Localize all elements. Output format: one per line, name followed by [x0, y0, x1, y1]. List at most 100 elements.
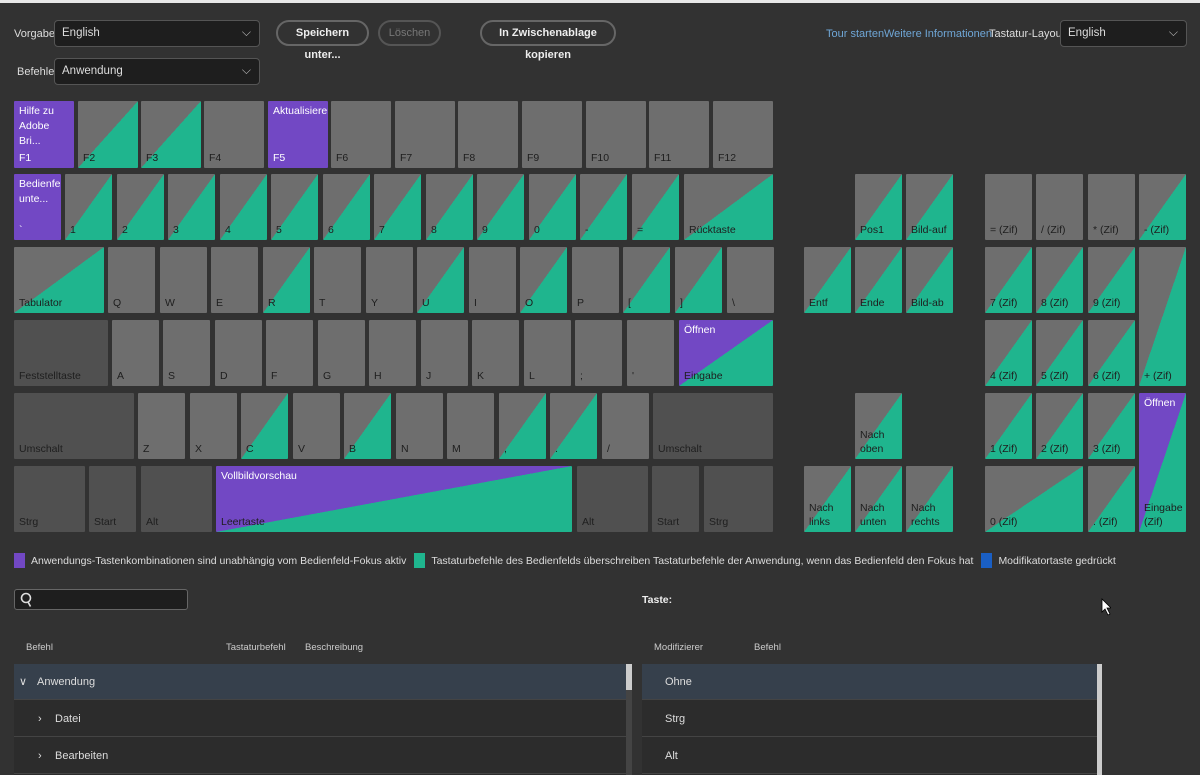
- key-f2[interactable]: F2: [78, 101, 138, 168]
- key-k[interactable]: K: [472, 320, 519, 386]
- key-f8[interactable]: F8: [458, 101, 518, 168]
- key-alt[interactable]: Alt: [577, 466, 648, 532]
- modifier-scrollbar[interactable]: [1097, 664, 1102, 775]
- chevron-down-icon[interactable]: ∨: [19, 676, 28, 688]
- more-info-link[interactable]: Weitere Informationen: [884, 28, 993, 40]
- key-[interactable]: ,: [499, 393, 546, 459]
- key-d[interactable]: D: [215, 320, 262, 386]
- key-y[interactable]: Y: [366, 247, 413, 313]
- key-x[interactable]: X: [190, 393, 237, 459]
- key-i[interactable]: I: [469, 247, 516, 313]
- key-strg[interactable]: Strg: [14, 466, 85, 532]
- preset-select[interactable]: English ⌵: [54, 20, 260, 47]
- key-r[interactable]: R: [263, 247, 310, 313]
- key-3-zif[interactable]: 3 (Zif): [1088, 393, 1135, 459]
- key-[interactable]: \: [727, 247, 774, 313]
- scrollbar-thumb[interactable]: [626, 664, 632, 690]
- keyboard-layout-select[interactable]: English ⌵: [1060, 20, 1187, 47]
- modifier-row-ohne[interactable]: Ohne: [642, 664, 1097, 700]
- key-f1[interactable]: Hilfe zu Adobe Bri... F1: [14, 101, 74, 168]
- key-nach-oben[interactable]: Nach oben: [855, 393, 902, 459]
- tour-link[interactable]: Tour starten: [826, 28, 885, 40]
- key-0[interactable]: 0: [529, 174, 576, 240]
- chevron-right-icon[interactable]: ›: [38, 713, 42, 725]
- key-n[interactable]: N: [396, 393, 443, 459]
- chevron-right-icon[interactable]: ›: [38, 750, 42, 762]
- key-g[interactable]: G: [318, 320, 365, 386]
- key-t[interactable]: T: [314, 247, 361, 313]
- key-f7[interactable]: F7: [395, 101, 455, 168]
- modifier-row-strg[interactable]: Strg: [642, 701, 1097, 737]
- key-o[interactable]: O: [520, 247, 567, 313]
- commands-select[interactable]: Anwendung ⌵: [54, 58, 260, 85]
- key-8-zif[interactable]: 8 (Zif): [1036, 247, 1083, 313]
- key-l[interactable]: L: [524, 320, 571, 386]
- tree-row-datei[interactable]: › Datei: [14, 701, 626, 737]
- key-v[interactable]: V: [293, 393, 340, 459]
- key-f10[interactable]: F10: [586, 101, 646, 168]
- key-a[interactable]: A: [112, 320, 159, 386]
- key-nach-links[interactable]: Nach links: [804, 466, 851, 532]
- key-zif[interactable]: = (Zif): [985, 174, 1032, 240]
- key-6-zif[interactable]: 6 (Zif): [1088, 320, 1135, 386]
- key-[interactable]: ': [627, 320, 674, 386]
- key-feststelltaste[interactable]: Feststelltaste: [14, 320, 108, 386]
- key-f4[interactable]: F4: [204, 101, 264, 168]
- key-f11[interactable]: F11: [649, 101, 709, 168]
- tree-row-bearbeiten[interactable]: › Bearbeiten: [14, 738, 626, 774]
- column-header-command[interactable]: Befehl: [26, 642, 53, 653]
- key-5[interactable]: 5: [271, 174, 318, 240]
- key-zif[interactable]: . (Zif): [1088, 466, 1135, 532]
- delete-button[interactable]: Löschen: [378, 20, 441, 46]
- save-as-button[interactable]: Speichern unter...: [276, 20, 369, 61]
- key-umschalt[interactable]: Umschalt: [14, 393, 134, 459]
- key-[interactable]: ]: [675, 247, 722, 313]
- column-header-description[interactable]: Beschreibung: [305, 642, 364, 653]
- key-nach-rechts[interactable]: Nach rechts: [906, 466, 953, 532]
- column-header-shortcut[interactable]: Tastaturbefehl: [226, 642, 286, 653]
- key-2[interactable]: 2: [117, 174, 164, 240]
- key-z[interactable]: Z: [138, 393, 185, 459]
- key-zif[interactable]: + (Zif): [1139, 247, 1186, 386]
- key-f12[interactable]: F12: [713, 101, 773, 168]
- key-8[interactable]: 8: [426, 174, 473, 240]
- key-leertaste[interactable]: Vollbildvorschau Leertaste: [216, 466, 572, 532]
- key-eingabe[interactable]: Öffnen Eingabe: [679, 320, 773, 386]
- key-1-zif[interactable]: 1 (Zif): [985, 393, 1032, 459]
- key-f9[interactable]: F9: [522, 101, 582, 168]
- key-q[interactable]: Q: [108, 247, 155, 313]
- key-f5[interactable]: Aktualisieren F5: [268, 101, 328, 168]
- key-b[interactable]: B: [344, 393, 391, 459]
- key-alt[interactable]: Alt: [141, 466, 212, 532]
- key-j[interactable]: J: [421, 320, 468, 386]
- key-bild-ab[interactable]: Bild-ab: [906, 247, 953, 313]
- key-f[interactable]: F: [266, 320, 313, 386]
- key-7-zif[interactable]: 7 (Zif): [985, 247, 1032, 313]
- key-m[interactable]: M: [447, 393, 494, 459]
- key-[interactable]: -: [580, 174, 627, 240]
- key-[interactable]: /: [602, 393, 649, 459]
- key-eingabe-zif[interactable]: Öffnen Eingabe (Zif): [1139, 393, 1186, 532]
- tree-row-anwendung[interactable]: ∨ Anwendung: [14, 664, 626, 700]
- key-h[interactable]: H: [369, 320, 416, 386]
- key-zif[interactable]: / (Zif): [1036, 174, 1083, 240]
- column-header-modifier[interactable]: Modifizierer: [654, 642, 704, 653]
- key-start[interactable]: Start: [652, 466, 699, 532]
- key-zif[interactable]: - (Zif): [1139, 174, 1186, 240]
- key-9-zif[interactable]: 9 (Zif): [1088, 247, 1135, 313]
- key-f6[interactable]: F6: [331, 101, 391, 168]
- key-4[interactable]: 4: [220, 174, 267, 240]
- key-nach-unten[interactable]: Nach unten: [855, 466, 902, 532]
- key-[interactable]: .: [550, 393, 597, 459]
- key-u[interactable]: U: [417, 247, 464, 313]
- key-rücktaste[interactable]: Rücktaste: [684, 174, 773, 240]
- key-start[interactable]: Start: [89, 466, 136, 532]
- key-p[interactable]: P: [572, 247, 619, 313]
- key-zif[interactable]: * (Zif): [1088, 174, 1135, 240]
- key-umschalt[interactable]: Umschalt: [653, 393, 773, 459]
- scrollbar-thumb[interactable]: [1097, 664, 1102, 775]
- key-tabulator[interactable]: Tabulator: [14, 247, 104, 313]
- modifier-row-alt[interactable]: Alt: [642, 738, 1097, 774]
- key-c[interactable]: C: [241, 393, 288, 459]
- key-[interactable]: Bedienfeld unte... `: [14, 174, 61, 240]
